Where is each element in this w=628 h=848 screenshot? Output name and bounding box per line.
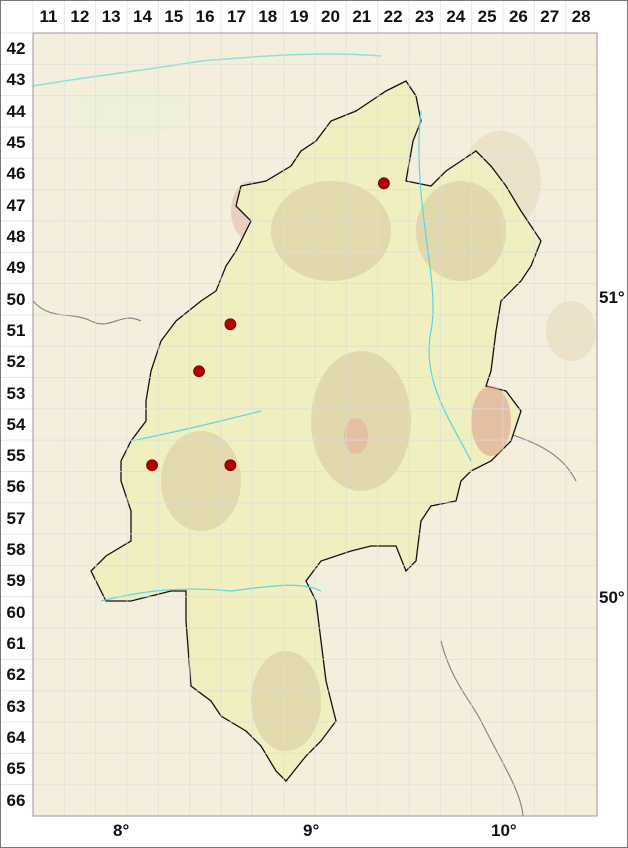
row-label: 47	[6, 195, 26, 215]
column-label: 15	[164, 7, 184, 26]
occurrence-dot	[146, 459, 158, 472]
row-label: 42	[6, 39, 26, 58]
row-label: 62	[6, 665, 26, 685]
longitude-label: 8°	[113, 821, 130, 840]
column-label: 12	[70, 7, 90, 26]
row-label: 65	[6, 759, 26, 779]
column-label: 24	[446, 7, 466, 26]
column-label: 19	[289, 7, 309, 26]
river	[418, 110, 472, 462]
column-label: 25	[477, 7, 497, 26]
row-label: 50	[6, 289, 26, 309]
row-label: 51	[6, 320, 26, 340]
river	[130, 410, 262, 442]
column-label: 22	[383, 7, 403, 26]
row-label: 60	[6, 602, 26, 622]
row-label: 48	[6, 226, 26, 246]
row-label: 45	[6, 132, 26, 152]
column-label: 28	[571, 7, 591, 26]
latitude-label: 51°	[599, 288, 625, 307]
column-label: 27	[540, 7, 560, 26]
state-border	[440, 640, 524, 817]
row-label: 54	[6, 414, 26, 434]
map-border	[32, 32, 598, 817]
column-label: 18	[258, 7, 278, 26]
row-label: 53	[6, 383, 26, 403]
column-label: 26	[508, 7, 528, 26]
state-border	[32, 300, 142, 325]
row-label: 66	[6, 790, 26, 810]
row-label: 59	[6, 571, 26, 591]
river	[32, 53, 382, 87]
longitude-label: 10°	[491, 821, 517, 840]
row-label: 55	[6, 446, 26, 466]
row-label: 57	[6, 508, 26, 528]
row-label: 61	[6, 634, 26, 654]
row-label: 64	[6, 728, 26, 748]
column-label: 17	[227, 7, 246, 26]
row-label: 58	[6, 540, 26, 560]
occurrence-dots	[146, 177, 390, 472]
row-label: 44	[6, 101, 26, 121]
column-label: 13	[101, 7, 121, 26]
longitude-label: 9°	[303, 821, 320, 840]
row-label: 63	[6, 696, 26, 716]
column-label: 20	[321, 7, 340, 26]
occurrence-dot	[224, 459, 237, 472]
column-label: 23	[414, 7, 434, 26]
row-label: 56	[6, 477, 26, 497]
occurrence-dot	[224, 318, 237, 331]
row-label: 49	[6, 258, 26, 278]
occurrence-dot	[193, 365, 205, 378]
row-label: 52	[6, 352, 26, 372]
column-label: 11	[39, 7, 58, 26]
column-label: 21	[352, 7, 372, 26]
column-label: 14	[133, 7, 152, 26]
row-label: 43	[6, 70, 26, 90]
river	[100, 584, 322, 602]
occurrence-dot	[377, 177, 390, 190]
column-label: 16	[195, 7, 215, 26]
latitude-label: 50°	[599, 588, 625, 607]
row-label: 46	[6, 164, 26, 184]
